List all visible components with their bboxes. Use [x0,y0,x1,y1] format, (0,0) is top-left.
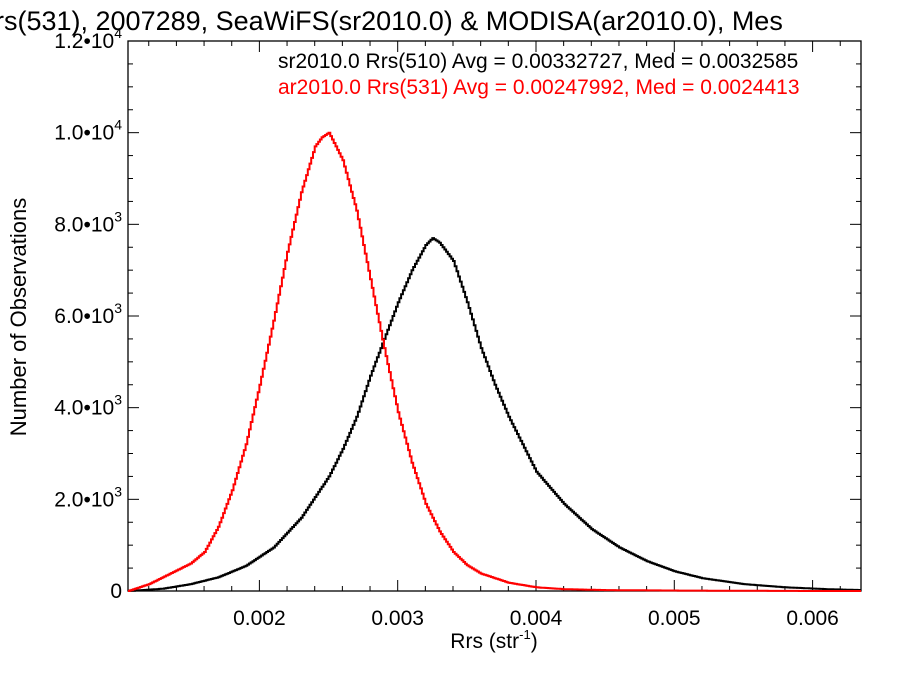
data-point [535,471,537,473]
data-point [355,210,357,212]
data-point [438,242,440,244]
x-tick-label: 0.005 [648,607,701,630]
y-tick-label: 1.0•104 [54,117,122,145]
data-point [127,590,129,592]
legend-entry-1: sr2010.0 Rrs(510) Avg = 0.00332727, Med … [278,50,798,73]
data-point [411,462,413,464]
data-point [369,279,371,281]
data-point [743,583,745,585]
data-point [604,589,606,591]
data-point [452,260,454,262]
y-tick-label: 2.0•103 [54,483,122,511]
x-axis-label: Rrs (str-1) [450,627,537,653]
y-tick-label: 1.2•104 [54,25,122,53]
data-point [321,137,323,139]
data-point [231,489,233,491]
data-point [452,551,454,553]
data-point [148,583,150,585]
data-point [425,244,427,246]
data-point [217,577,219,579]
data-point [563,588,565,590]
data-point [425,503,427,505]
data-point [328,476,330,478]
y-tick-label: 4.0•103 [54,392,122,420]
series-2 [127,131,862,592]
data-point [674,571,676,573]
x-axis-label-text: Rrs (str [450,630,519,653]
data-point [432,237,434,239]
data-point [272,547,274,549]
y-tick-label: 0 [110,580,122,603]
data-point [286,251,288,253]
data-point [563,503,565,505]
data-point [300,192,302,194]
data-point [259,384,261,386]
data-point [826,588,828,590]
data-point [245,565,247,567]
data-point [674,590,676,592]
data-point [860,590,862,592]
legend-entry-2: ar2010.0 Rrs(531) Avg = 0.00247992, Med … [278,76,800,99]
x-tick-label: 0.006 [786,607,839,630]
data-point [342,159,344,161]
data-point [508,582,510,584]
data-point [411,269,413,271]
data-point [508,416,510,418]
data-point [480,347,482,349]
y-tick-label: 8.0•103 [54,208,122,236]
series-line-2 [128,131,861,592]
data-point [397,412,399,414]
data-point [189,563,191,565]
data-point [272,320,274,322]
data-point [535,587,537,589]
y-tick-label: 6.0•103 [54,300,122,328]
data-point [480,573,482,575]
data-point [701,577,703,579]
series-1 [128,237,861,592]
plot-frame [127,40,862,592]
plot-axes: 0.002 0.003 0.004 0.005 0.006 0 2.0•103 4.0•103… [54,25,862,630]
data-point [217,526,219,528]
data-point [383,347,385,349]
data-point [618,547,620,549]
data-point [646,560,648,562]
x-tick-label: 0.002 [233,607,286,630]
series-line-1 [128,237,861,592]
data-point [397,302,399,304]
data-point [743,590,745,592]
data-point [369,375,371,377]
data-point [162,588,164,590]
data-point [784,587,786,589]
x-axis-label-close: ) [531,630,538,653]
series-layer [127,131,862,592]
data-point [203,551,205,553]
x-axis-label-exponent: -1 [519,627,531,642]
data-point [328,132,330,134]
data-point [466,302,468,304]
data-point [466,565,468,567]
data-point [812,590,814,592]
data-point [521,444,523,446]
data-point [176,570,178,572]
legend: sr2010.0 Rrs(510) Avg = 0.00332727, Med … [278,50,800,99]
data-point [245,444,247,446]
chart-title: rs(531), 2007289, SeaWiFS(sr2010.0) & MO… [0,6,783,36]
data-point [314,146,316,148]
data-point [189,583,191,585]
y-axis-label: Number of Observations [6,198,31,436]
data-point [494,384,496,386]
data-point [591,528,593,530]
data-point [355,416,357,418]
data-point [438,531,440,533]
x-tick-label: 0.004 [510,607,563,630]
x-tick-label: 0.003 [371,607,424,630]
data-point [300,517,302,519]
data-point [342,448,344,450]
